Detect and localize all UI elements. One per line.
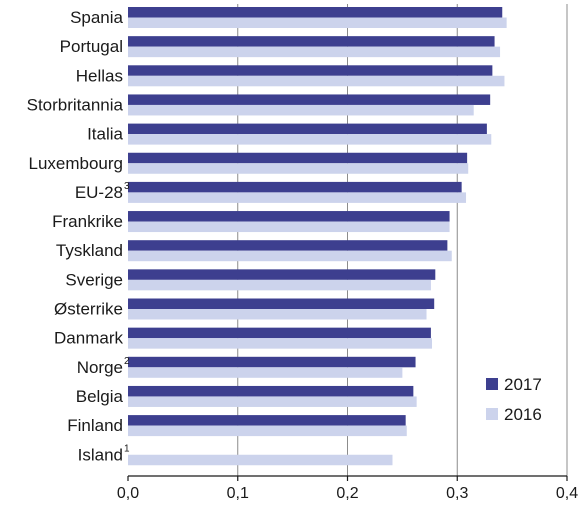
category-label: Tyskland	[56, 241, 123, 260]
x-tick-label: 0,3	[446, 485, 468, 502]
bar-2016	[128, 104, 474, 116]
category-label: Norge	[77, 358, 123, 377]
category-label: EU-28	[75, 183, 123, 202]
bar-2016	[128, 309, 427, 320]
bar-2017	[128, 152, 468, 164]
bar-2017	[128, 65, 493, 76]
bar-2016	[128, 75, 505, 87]
bar-2016	[128, 17, 507, 28]
bar-2016	[128, 338, 433, 349]
bar-2016	[128, 396, 417, 407]
category-label: Spania	[70, 8, 123, 27]
bar-2016	[128, 279, 431, 291]
category-note: 3	[124, 181, 130, 192]
category-note: 1	[124, 443, 130, 454]
bar-2016	[128, 134, 492, 145]
bar-2017	[128, 327, 431, 339]
x-tick-label: 0,2	[336, 485, 358, 502]
bar-2017	[128, 211, 450, 222]
x-tick-label: 0,0	[117, 485, 139, 502]
legend: 2017 2016	[486, 375, 542, 424]
legend-label: 2017	[504, 375, 542, 394]
category-label: Belgia	[76, 387, 124, 406]
category-label: Luxembourg	[28, 154, 123, 173]
category-label: Italia	[87, 125, 123, 144]
category-label: Sverige	[65, 270, 123, 289]
x-axis: 0,0 0,1 0,2 0,3 0,4	[117, 475, 578, 502]
x-tick-label: 0,4	[556, 485, 578, 502]
bar-2016	[128, 192, 467, 203]
x-tick-label: 0,1	[227, 485, 249, 502]
bar-2017	[128, 240, 448, 251]
bar-2016	[128, 163, 469, 174]
bar-2017	[128, 36, 495, 47]
category-label: Island	[78, 445, 123, 464]
bar-2016	[128, 367, 403, 378]
bar-2016	[128, 221, 450, 233]
legend-label: 2016	[504, 405, 542, 424]
bar-2017	[128, 7, 503, 18]
legend-swatch	[486, 408, 498, 420]
legend-swatch	[486, 378, 498, 390]
bar-2016	[128, 425, 407, 437]
bar-2017	[128, 269, 436, 280]
category-label: Østerrike	[54, 300, 123, 319]
bar-2017	[128, 123, 487, 135]
category-label: Frankrike	[52, 212, 123, 231]
category-label: Portugal	[60, 37, 123, 56]
category-labels: Spania Portugal Hellas Storbritannia Italia L…	[27, 8, 130, 464]
category-label: Storbritannia	[27, 95, 124, 114]
bar-2017	[128, 298, 435, 309]
category-note: 2	[124, 356, 130, 367]
bar-2017	[128, 181, 462, 193]
bars	[128, 7, 507, 466]
category-label: Hellas	[76, 66, 123, 85]
bar-2017	[128, 94, 491, 105]
bar-2017	[128, 385, 414, 397]
category-label: Danmark	[54, 329, 123, 348]
bar-2016	[128, 250, 452, 262]
bar-2017	[128, 356, 416, 368]
bar-2016	[128, 46, 501, 58]
bar-2016	[128, 454, 393, 466]
category-label: Finland	[67, 416, 123, 435]
bar-2017	[128, 415, 406, 426]
